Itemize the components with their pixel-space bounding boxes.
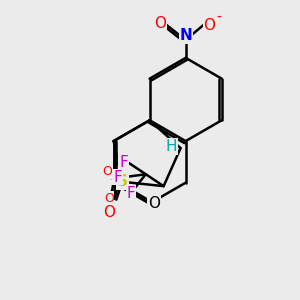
Text: O: O [103,205,115,220]
Text: O: O [148,196,160,211]
Text: -: - [216,11,221,25]
Text: O: O [154,16,166,31]
Text: H: H [166,139,177,154]
Text: F: F [113,170,122,185]
Text: O: O [102,165,112,178]
Text: S: S [117,174,128,189]
Text: F: F [119,155,128,170]
Text: O: O [104,192,114,205]
Text: F: F [127,186,135,201]
Text: O: O [203,18,215,33]
Text: N: N [179,28,192,43]
